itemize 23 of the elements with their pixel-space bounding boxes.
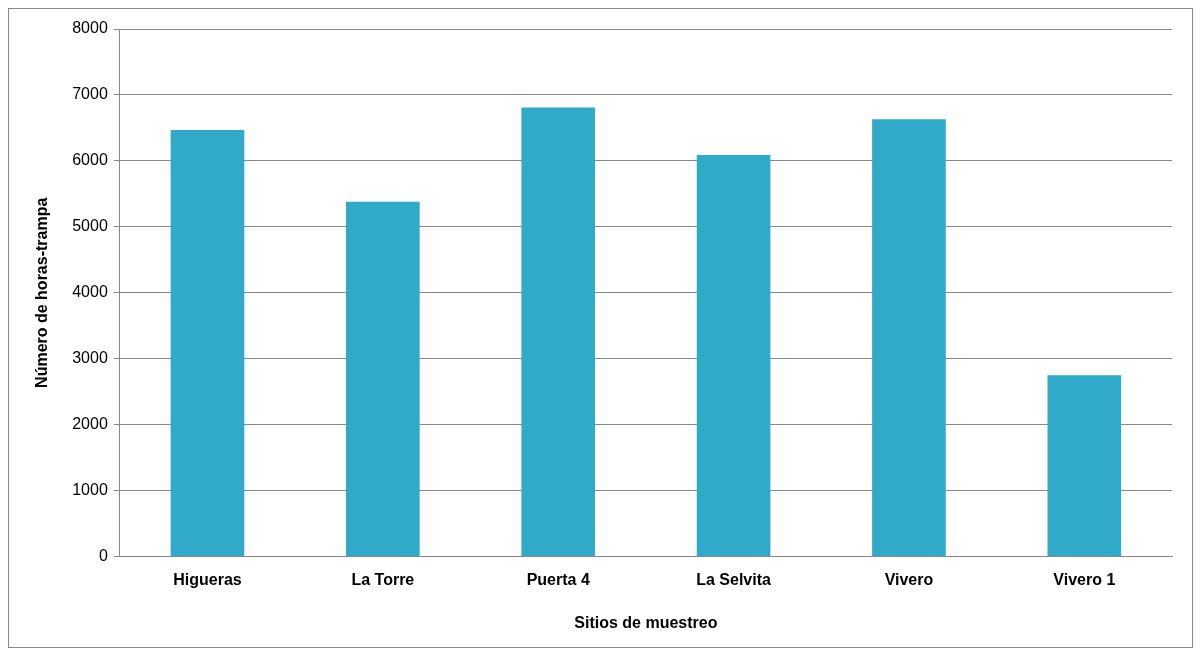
- y-tick-label: 6000: [72, 151, 108, 169]
- x-tick-label: La Torre: [351, 570, 415, 588]
- x-tick-label: Higueras: [173, 570, 242, 588]
- y-tick-label: 2000: [72, 415, 108, 433]
- y-tick-label: 3000: [72, 349, 108, 367]
- bar: [696, 154, 771, 557]
- y-tick-label: 4000: [72, 283, 108, 301]
- bar: [170, 129, 245, 557]
- y-tick-label: 5000: [72, 217, 108, 235]
- x-axis-title: Sitios de muestreo: [574, 613, 718, 631]
- x-tick-label: Puerta 4: [526, 570, 590, 588]
- y-tick-label: 0: [98, 547, 108, 565]
- y-tick-label: 8000: [72, 19, 108, 37]
- bar: [521, 107, 596, 557]
- y-axis-title: Número de horas-trampa: [33, 197, 51, 388]
- bar: [872, 119, 946, 557]
- y-tick-label: 7000: [72, 85, 108, 103]
- x-tick-label: Vivero 1: [1053, 570, 1116, 588]
- y-tick-label: 1000: [72, 481, 108, 499]
- bar: [1047, 375, 1122, 557]
- bar: [346, 201, 420, 557]
- x-tick-label: La Selvita: [696, 570, 772, 588]
- x-tick-label: Vivero: [884, 570, 934, 588]
